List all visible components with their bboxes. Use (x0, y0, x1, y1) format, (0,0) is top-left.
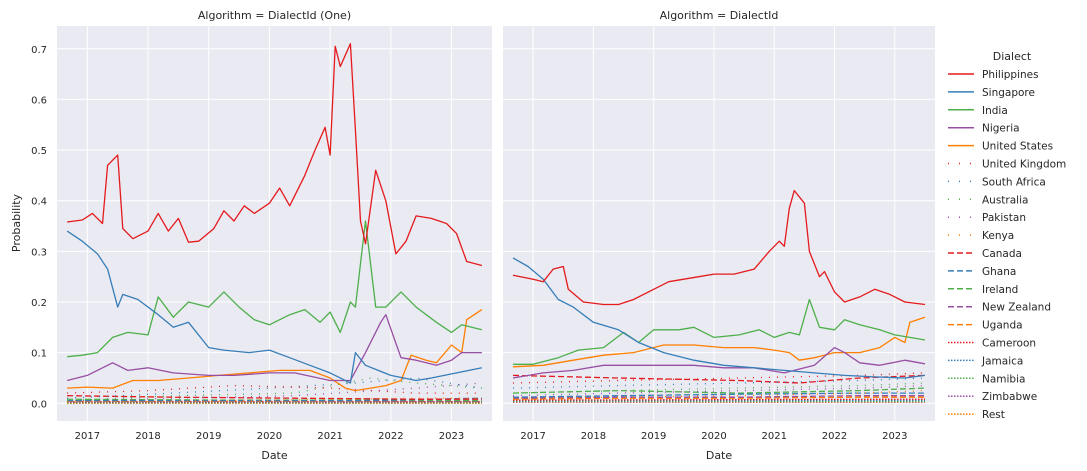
panel-left: Algorithm = DialectId (One) 0.0 0.1 0.2 0.3… (10, 9, 492, 462)
y-tick-labels-left: 0.0 0.1 0.2 0.3 0.4 0.5 0.6 0.7 (31, 45, 47, 410)
x-tick-label: 2018 (135, 431, 160, 442)
x-tick-label: 2023 (882, 431, 907, 442)
series-line-united-kingdom (512, 372, 926, 384)
series-line-nigeria (66, 314, 482, 382)
legend-label: Singapore (982, 87, 1035, 99)
legend-label: Pakistan (982, 212, 1026, 224)
x-tick-labels-left: 2017 2018 2019 2020 2021 2022 2023 (75, 431, 465, 442)
panel-title-right: Algorithm = DialectId (660, 9, 779, 22)
x-tick-label: 2019 (196, 431, 221, 442)
legend-label: United States (982, 141, 1053, 153)
x-tick-label: 2017 (75, 431, 100, 442)
x-tick-label: 2020 (257, 431, 282, 442)
y-tick-label: 0.4 (31, 197, 47, 208)
legend-label: Zimbabwe (982, 391, 1037, 403)
series-line-uganda (512, 396, 925, 400)
legend-label: Rest (982, 409, 1005, 421)
series-line-singapore (66, 230, 483, 384)
series-line-india (67, 220, 483, 358)
x-tick-label: 2017 (520, 431, 545, 442)
panel-right: Algorithm = DialectId 2017 2018 2019 2020 20… (503, 9, 935, 462)
series-line-canada (67, 395, 482, 400)
series-line-jamaica (512, 399, 926, 402)
series-line-kenya (512, 389, 926, 399)
legend-label: Ghana (982, 266, 1016, 278)
y-tick-label: 0.1 (31, 349, 47, 360)
plot-area-left (57, 26, 492, 421)
grid-right (503, 26, 935, 421)
series-line-south-africa (512, 377, 926, 389)
legend-label: Australia (982, 194, 1028, 206)
series-line-australia (67, 377, 482, 402)
series-line-new-zealand (512, 395, 925, 399)
series-line-singapore (512, 257, 926, 379)
series-line-india (513, 298, 926, 365)
legend-label: Jamaica (981, 355, 1023, 367)
x-axis-label-left: Date (261, 449, 288, 462)
series-line-philippines (67, 43, 483, 267)
series-line-south-africa (67, 377, 482, 399)
y-tick-label: 0.7 (31, 45, 47, 56)
legend-label: Uganda (982, 320, 1023, 332)
x-tick-label: 2019 (641, 431, 666, 442)
legend-label: Nigeria (982, 123, 1020, 135)
x-tick-label: 2022 (378, 431, 403, 442)
y-tick-label: 0.2 (31, 298, 47, 309)
series-line-united-states (512, 316, 926, 368)
legend-label: Namibia (982, 373, 1025, 385)
legend-label: Philippines (982, 69, 1039, 81)
x-tick-labels-right: 2017 2018 2019 2020 2021 2022 2023 (520, 431, 907, 442)
legend-title: Dialect (993, 50, 1032, 63)
x-tick-label: 2023 (439, 431, 464, 442)
x-tick-label: 2021 (317, 431, 342, 442)
panel-title-left: Algorithm = DialectId (One) (198, 9, 351, 22)
legend-label: India (982, 105, 1008, 117)
legend-label: Kenya (982, 230, 1014, 242)
legend-label: United Kingdom (982, 159, 1066, 171)
legend: Dialect Philippines Singapore India Nigeria… (948, 50, 1066, 421)
series-line-pakistan (512, 384, 926, 397)
y-tick-label: 0.0 (31, 399, 47, 410)
series-lines-right (512, 189, 926, 403)
series-line-ghana (512, 392, 925, 398)
x-axis-label-right: Date (706, 449, 733, 462)
x-tick-label: 2018 (581, 431, 606, 442)
legend-label: South Africa (982, 176, 1046, 188)
x-tick-label: 2022 (822, 431, 847, 442)
series-line-ireland (512, 387, 926, 394)
legend-label: Ireland (982, 284, 1018, 296)
legend-label: Canada (982, 248, 1022, 260)
y-tick-label: 0.3 (31, 247, 47, 258)
x-tick-label: 2020 (701, 431, 726, 442)
y-tick-label: 0.5 (31, 146, 47, 157)
legend-label: Cameroon (982, 338, 1036, 350)
plot-area-right (503, 26, 935, 421)
legend-label: New Zealand (982, 302, 1051, 314)
series-line-philippines (512, 189, 926, 306)
series-line-united-kingdom (67, 384, 482, 394)
y-axis-label: Probability (10, 193, 23, 252)
series-line-united-states (67, 309, 483, 392)
series-lines-left (66, 43, 483, 404)
x-tick-label: 2021 (762, 431, 787, 442)
series-line-cameroon (512, 398, 926, 401)
grid-left (57, 26, 492, 421)
series-line-australia (512, 382, 926, 394)
y-tick-label: 0.6 (31, 95, 47, 106)
